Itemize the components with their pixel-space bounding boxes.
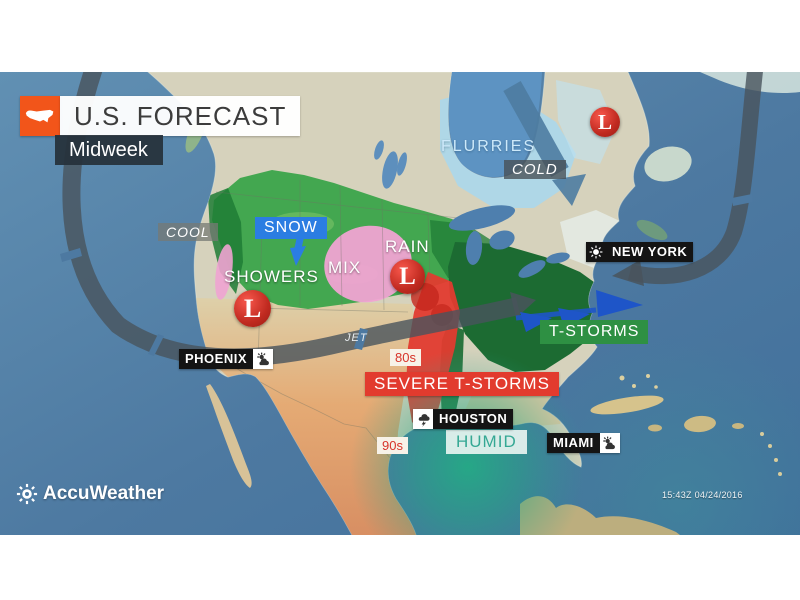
accuweather-logo: AccuWeather bbox=[16, 483, 164, 505]
great-lakes bbox=[448, 205, 570, 278]
logo-text: AccuWeather bbox=[43, 483, 165, 504]
caribbean-islands bbox=[590, 374, 782, 476]
map-canvas bbox=[0, 72, 800, 535]
snow-label: SNOW bbox=[255, 217, 327, 239]
cool-label: COOL bbox=[158, 223, 218, 241]
nova-scotia bbox=[636, 219, 668, 241]
mix-region-coast bbox=[215, 244, 233, 300]
city-label-phoenix: PHOENIX bbox=[179, 349, 274, 369]
city-label-houston: HOUSTON bbox=[413, 409, 514, 429]
city-name: MIAMI bbox=[547, 433, 600, 453]
newfoundland bbox=[644, 146, 692, 182]
flurries-label: FLURRIES bbox=[441, 138, 537, 155]
jet-stream-label: JET bbox=[345, 332, 368, 344]
city-label-miami: MIAMI bbox=[547, 433, 620, 453]
humid-label: HUMID bbox=[446, 430, 527, 454]
low-pressure-marker-northeast: L bbox=[590, 107, 620, 137]
mix-region bbox=[324, 225, 412, 303]
tstorms-label: T-STORMS bbox=[540, 320, 649, 344]
jet-stream-band-east bbox=[612, 72, 763, 286]
rain-label: RAIN bbox=[385, 237, 430, 256]
severe-tstorms-label: SEVERE T-STORMS bbox=[365, 372, 559, 396]
thunderstorm-icon bbox=[413, 409, 433, 429]
rain-region-dark-coast bbox=[208, 188, 243, 294]
mix-label: MIX bbox=[328, 258, 362, 277]
low-pressure-marker-central: L bbox=[390, 259, 425, 294]
weather-map: U.S. FORECAST Midweek FLURRIES COLD COOL… bbox=[0, 72, 800, 535]
forecast-period-label: Midweek bbox=[55, 135, 163, 165]
baja-peninsula bbox=[206, 384, 252, 488]
temp-80s-badge: 80s bbox=[390, 349, 421, 366]
city-label-new-york: NEW YORK bbox=[586, 242, 694, 262]
page-title: U.S. FORECAST bbox=[60, 96, 301, 136]
partly-sunny-icon bbox=[253, 349, 274, 369]
cold-label: COLD bbox=[504, 160, 566, 179]
us-map-silhouette bbox=[25, 109, 54, 122]
sun-logo-icon bbox=[16, 483, 38, 505]
city-name: NEW YORK bbox=[606, 242, 694, 262]
partly-sunny-icon bbox=[599, 433, 620, 453]
manitoba-lakes bbox=[374, 140, 407, 189]
us-flag-icon bbox=[20, 96, 60, 136]
showers-label: SHOWERS bbox=[224, 267, 319, 286]
city-name: HOUSTON bbox=[433, 409, 514, 429]
city-name: PHOENIX bbox=[179, 349, 254, 369]
low-pressure-marker-southwest: L bbox=[234, 290, 271, 327]
flurries-region-east bbox=[556, 80, 616, 164]
sun-icon bbox=[586, 242, 606, 262]
timestamp: 15:43Z 04/24/2016 bbox=[662, 490, 743, 500]
temp-90s-badge: 90s bbox=[377, 437, 408, 454]
